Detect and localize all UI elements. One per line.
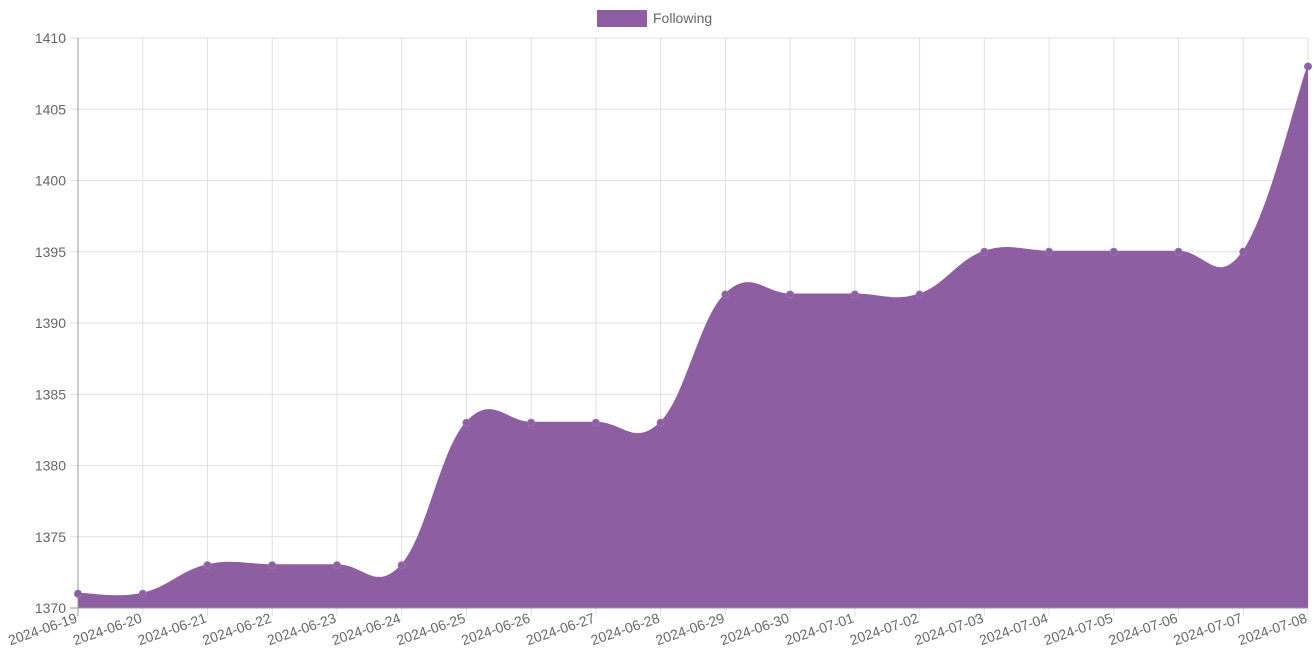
- x-tick-label: 2024-07-05: [1042, 610, 1115, 649]
- y-tick-label: 1400: [35, 173, 66, 189]
- data-point: [591, 418, 600, 427]
- data-point: [721, 290, 730, 299]
- data-point: [1304, 62, 1312, 71]
- series-area: [77, 66, 1309, 608]
- x-tick-label: 2024-06-23: [265, 610, 338, 649]
- data-point: [268, 561, 277, 570]
- y-tick-label: 1390: [35, 315, 66, 331]
- data-point: [462, 418, 471, 427]
- data-point: [74, 589, 82, 598]
- y-tick-label: 1380: [35, 458, 66, 474]
- x-tick-label: 2024-07-07: [1171, 610, 1244, 649]
- data-point: [850, 290, 859, 299]
- legend-swatch[interactable]: [597, 10, 647, 27]
- x-tick-label: 2024-06-22: [200, 610, 273, 649]
- x-tick-label: 2024-07-01: [783, 610, 856, 649]
- x-tick-label: 2024-07-06: [1107, 610, 1180, 649]
- data-point: [397, 561, 406, 570]
- y-tick-label: 1375: [35, 529, 66, 545]
- legend[interactable]: Following: [597, 10, 712, 27]
- x-tick-label: 2024-07-04: [977, 610, 1050, 649]
- data-point: [138, 589, 147, 598]
- x-tick-label: 2024-07-03: [912, 610, 985, 649]
- x-tick-label: 2024-06-30: [718, 610, 791, 649]
- data-point: [527, 418, 536, 427]
- y-tick-label: 1370: [35, 600, 66, 616]
- data-point: [915, 290, 924, 299]
- y-tick-label: 1410: [35, 30, 66, 46]
- legend-label[interactable]: Following: [653, 10, 712, 26]
- x-tick-label: 2024-06-25: [394, 610, 467, 649]
- following-area-fill: [78, 66, 1308, 608]
- data-point: [1045, 247, 1054, 256]
- x-tick-label: 2024-06-29: [653, 610, 726, 649]
- data-point: [203, 561, 212, 570]
- y-tick-label: 1385: [35, 386, 66, 402]
- x-tick-label: 2024-06-20: [71, 610, 144, 649]
- following-line: [77, 66, 1309, 598]
- x-tick-label: 2024-07-08: [1236, 610, 1309, 649]
- x-tick-label: 2024-06-26: [459, 610, 532, 649]
- data-points: [74, 62, 1312, 598]
- y-tick-label: 1395: [35, 244, 66, 260]
- data-point: [332, 561, 341, 570]
- data-point: [980, 247, 989, 256]
- x-tick-label: 2024-06-24: [330, 610, 403, 649]
- x-tick-label: 2024-07-02: [848, 610, 921, 649]
- x-tick-label: 2024-06-27: [524, 610, 597, 649]
- x-tick-label: 2024-06-21: [136, 610, 209, 649]
- data-point: [1174, 247, 1183, 256]
- data-point: [786, 290, 795, 299]
- data-point: [656, 418, 665, 427]
- x-tick-label: 2024-06-28: [589, 610, 662, 649]
- data-point: [1239, 247, 1248, 256]
- y-tick-label: 1405: [35, 101, 66, 117]
- data-point: [1109, 247, 1118, 256]
